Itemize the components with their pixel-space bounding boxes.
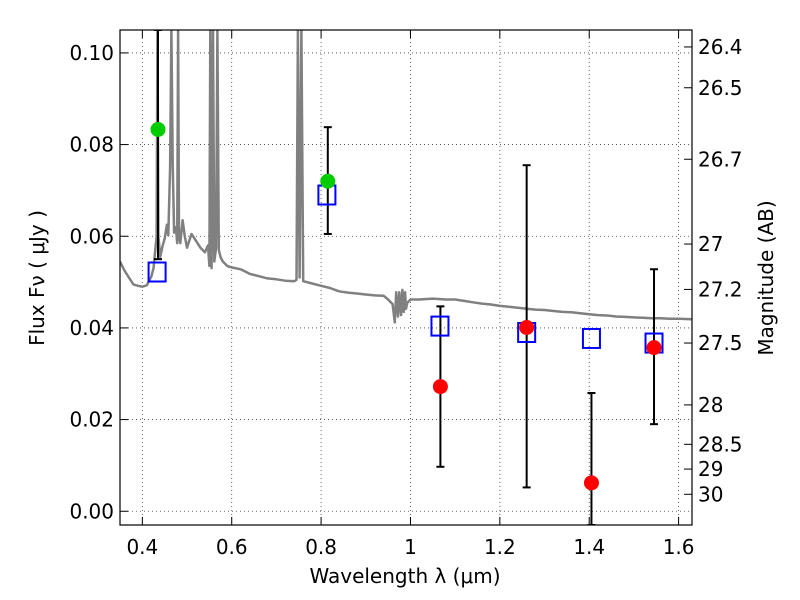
y-tick-label: 0.02	[69, 408, 114, 432]
right-tick-label: 26.5	[698, 76, 743, 100]
right-tick-label: 27.5	[698, 331, 743, 355]
x-tick-label: 1.6	[663, 535, 695, 559]
x-tick-label: 1	[404, 535, 417, 559]
x-tick-label: 0.6	[216, 535, 248, 559]
y-axis-title-right: Magnitude (AB)	[754, 200, 778, 355]
right-tick-label: 28.5	[698, 432, 743, 456]
right-tick-label: 27	[698, 232, 723, 256]
x-tick-label: 0.4	[126, 535, 158, 559]
spectrum-line	[120, 30, 692, 324]
observed-point-circle	[150, 121, 166, 137]
y-tick-label: 0.08	[69, 133, 114, 157]
observed-point-circle	[519, 319, 535, 335]
x-tick-label: 1.4	[573, 535, 605, 559]
right-tick-label: 29	[698, 457, 723, 481]
model-point-square	[430, 315, 450, 337]
observed-point-circle	[583, 475, 599, 491]
observed-point-circle	[646, 340, 662, 356]
x-axis-title: Wavelength λ (μm)	[309, 564, 500, 588]
y-tick-label: 0.00	[69, 499, 114, 523]
model-point-square	[147, 261, 167, 283]
axis-ticks: 0.4 0.6 0.8 1 1.2 1.4 1.6 0.00 0.02 0.04 0.06 0.08 0…	[69, 30, 743, 559]
grid	[120, 30, 692, 525]
observed-point-circle	[432, 379, 448, 395]
y-tick-label: 0.06	[69, 224, 114, 248]
plot-frame	[119, 29, 693, 526]
model-point-square	[581, 327, 601, 349]
y-tick-label: 0.04	[69, 316, 114, 340]
right-tick-label: 26.7	[698, 147, 743, 171]
observed-point-circle	[320, 173, 336, 189]
right-tick-label: 27.2	[698, 277, 743, 301]
y-tick-label: 0.10	[69, 41, 114, 65]
x-tick-label: 1.2	[484, 535, 516, 559]
y-axis-title: Flux Fν ( μJy )	[25, 210, 49, 346]
right-tick-label: 30	[698, 482, 723, 506]
right-tick-label: 28	[698, 393, 723, 417]
right-tick-label: 26.4	[698, 35, 743, 59]
plot-area	[120, 30, 692, 525]
x-tick-label: 0.8	[305, 535, 337, 559]
